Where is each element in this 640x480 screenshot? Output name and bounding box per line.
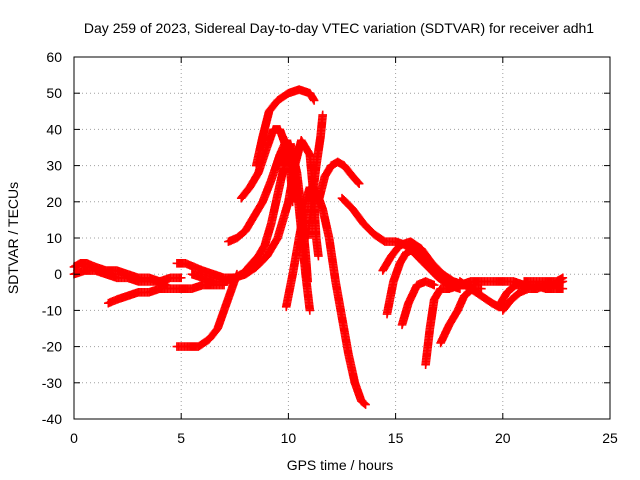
y-tick-label: -20	[42, 339, 62, 355]
chart-title: Day 259 of 2023, Sidereal Day-to-day VTE…	[84, 20, 594, 36]
data-point	[314, 251, 323, 261]
data-point	[354, 179, 364, 188]
y-tick-label: 10	[46, 230, 62, 246]
data-point	[360, 399, 369, 408]
y-tick-label: 20	[46, 194, 62, 210]
series-16	[382, 244, 445, 319]
y-tick-label: 40	[46, 121, 62, 137]
y-tick-label: 50	[46, 85, 62, 101]
data-point	[353, 178, 363, 187]
series-23	[519, 273, 568, 286]
data-point	[361, 400, 370, 409]
series-6	[187, 269, 246, 286]
data-point	[288, 197, 297, 207]
series-17	[397, 277, 439, 330]
series-12	[303, 110, 328, 243]
series-19	[436, 284, 486, 348]
x-tick-label: 25	[602, 430, 618, 446]
x-tick-label: 5	[177, 430, 185, 446]
y-axis-label: SDTVAR / TECUs	[5, 182, 21, 294]
data-point	[435, 272, 444, 281]
series-3	[104, 280, 229, 308]
y-tick-label: 0	[54, 266, 62, 282]
y-tick-label: -40	[42, 411, 62, 427]
x-tick-label: 10	[281, 430, 297, 446]
data-point	[558, 273, 568, 283]
series-11	[281, 183, 370, 409]
y-tick-label: 60	[46, 49, 62, 65]
data-point	[176, 273, 186, 283]
x-tick-label: 15	[388, 430, 404, 446]
series-10	[251, 85, 319, 170]
data-point	[318, 110, 328, 120]
data-point	[429, 280, 439, 290]
series-4	[172, 269, 242, 351]
data-point	[477, 284, 486, 293]
data-point	[303, 277, 312, 286]
series-2	[69, 266, 186, 286]
ticks: 0 5 10 15 20 25 -40 -30 -20 -10 0 10 20 30 40 50 60	[42, 49, 618, 446]
series-13	[314, 157, 364, 207]
data-point	[305, 306, 315, 315]
data-point	[558, 284, 568, 293]
y-tick-label: -30	[42, 375, 62, 391]
grid	[74, 57, 610, 419]
x-axis-label: GPS time / hours	[287, 457, 394, 473]
data-point	[236, 269, 246, 279]
data-layer	[69, 85, 568, 409]
data-point	[436, 273, 445, 283]
data-point	[309, 96, 319, 105]
y-tick-label: -10	[42, 302, 62, 318]
x-tick-label: 0	[70, 430, 78, 446]
y-tick-label: 30	[46, 158, 62, 174]
x-tick-label: 20	[495, 430, 511, 446]
